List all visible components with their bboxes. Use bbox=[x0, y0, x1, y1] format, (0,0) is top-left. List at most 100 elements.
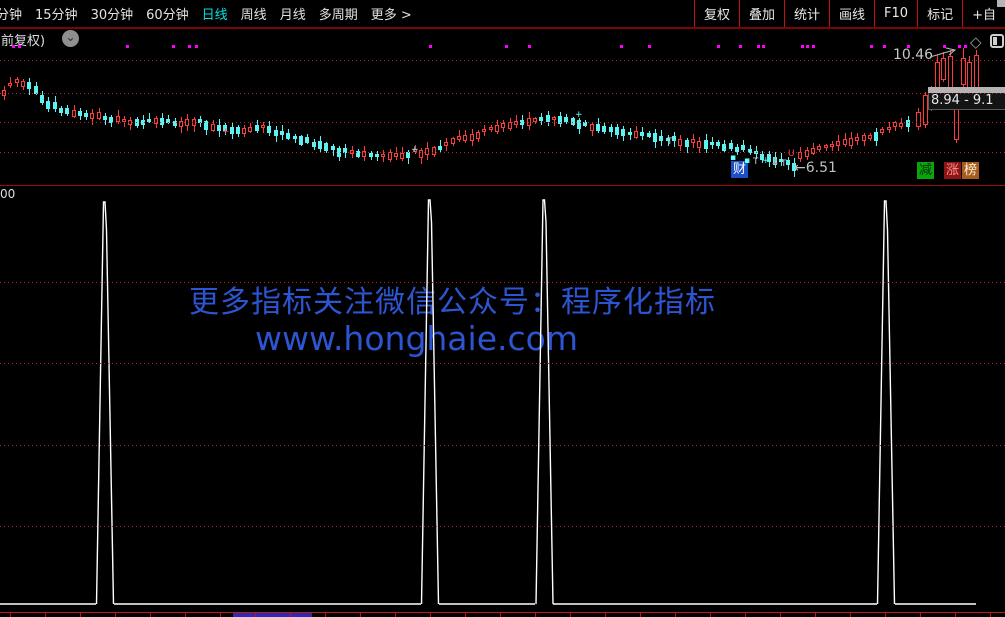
signal-dot bbox=[958, 45, 961, 48]
candle-body bbox=[97, 112, 101, 119]
candle-body bbox=[628, 131, 632, 135]
candle-body bbox=[495, 124, 499, 133]
timeline-tick bbox=[220, 613, 221, 617]
event-marker: T bbox=[667, 137, 673, 147]
candle-body bbox=[286, 133, 290, 139]
candle-body bbox=[923, 95, 928, 125]
candle-body bbox=[457, 135, 461, 140]
period-toolbar: 分钟 15分钟 30分钟 60分钟 日线 周线 月线 多周期 更多 > 复权 叠加 统计 画线 F10 标… bbox=[0, 0, 1005, 29]
tool-button-5[interactable]: 标记 bbox=[917, 0, 962, 27]
tool-button-4[interactable]: F10 bbox=[874, 0, 917, 27]
candle-body bbox=[659, 135, 663, 141]
candle-body bbox=[868, 134, 872, 139]
tool-button-6[interactable]: +自 bbox=[962, 0, 1005, 27]
candle-body bbox=[356, 150, 360, 157]
period-tab-2[interactable]: 30分钟 bbox=[90, 8, 134, 23]
candle-body bbox=[451, 138, 455, 144]
candle-body bbox=[46, 101, 50, 110]
peak-arrow bbox=[929, 47, 957, 58]
signal-dot bbox=[812, 45, 815, 48]
timeline-tick bbox=[990, 613, 991, 617]
candle-body bbox=[413, 148, 417, 153]
candle-body bbox=[299, 136, 303, 145]
event-marker: ▪ bbox=[744, 156, 751, 166]
range-tooltip-text: 8.94 - 9.1 bbox=[928, 93, 1005, 110]
period-tab-0[interactable]: 分钟 bbox=[0, 8, 23, 23]
badge-limitup[interactable]: 涨 bbox=[944, 162, 961, 179]
candle-body bbox=[432, 146, 436, 155]
candle-body bbox=[843, 138, 847, 146]
candle-body bbox=[147, 118, 151, 122]
candle-body bbox=[767, 154, 771, 162]
candle-body bbox=[305, 136, 309, 143]
candle-body bbox=[817, 145, 821, 151]
timeline-tick bbox=[150, 613, 151, 617]
period-tab-7[interactable]: 多周期 bbox=[318, 8, 358, 23]
candle-body bbox=[343, 148, 347, 154]
period-tab-6[interactable]: 月线 bbox=[279, 8, 306, 23]
tool-buttons: 复权 叠加 统计 画线 F10 标记 +自 bbox=[693, 0, 1005, 27]
timeline-tick bbox=[885, 613, 886, 617]
candle-body bbox=[640, 132, 644, 136]
signal-dot bbox=[943, 45, 946, 48]
timeline-tick bbox=[640, 613, 641, 617]
candle-body bbox=[2, 89, 6, 96]
candle-body bbox=[438, 145, 442, 150]
candle-body bbox=[704, 140, 708, 149]
candle-body bbox=[874, 132, 878, 142]
candle-body bbox=[571, 118, 575, 125]
timeline-tick bbox=[920, 613, 921, 617]
scrollbar-sliver[interactable] bbox=[997, 0, 1005, 7]
candle-body bbox=[880, 129, 884, 133]
tool-button-1[interactable]: 叠加 bbox=[739, 0, 784, 27]
panel-toggle-icon[interactable] bbox=[990, 34, 1004, 48]
candle-body bbox=[824, 144, 828, 149]
period-tab-3[interactable]: 60分钟 bbox=[146, 8, 189, 23]
candle-body bbox=[59, 107, 63, 114]
candle-body bbox=[672, 136, 676, 142]
badge-finance[interactable]: 财 bbox=[731, 161, 748, 178]
timeline-tick bbox=[815, 613, 816, 617]
period-tab-5[interactable]: 周线 bbox=[240, 8, 267, 23]
candle-body bbox=[255, 125, 259, 131]
candle-body bbox=[122, 119, 126, 123]
candle-body bbox=[198, 119, 202, 124]
badge-reduce[interactable]: 减 bbox=[917, 162, 934, 179]
tool-button-2[interactable]: 统计 bbox=[784, 0, 829, 27]
event-marker: ▪ bbox=[730, 153, 737, 163]
diamond-icon[interactable]: ◇ bbox=[970, 33, 982, 51]
candle-body bbox=[729, 143, 733, 149]
badge-ranking[interactable]: 榜 bbox=[962, 162, 979, 179]
candle-body bbox=[217, 125, 221, 132]
candle-body bbox=[267, 126, 271, 134]
candle-body bbox=[211, 124, 215, 131]
indicator-gridline-1 bbox=[0, 363, 1005, 364]
signal-dot bbox=[870, 45, 873, 48]
candle-body bbox=[476, 132, 480, 140]
candle-body bbox=[590, 124, 594, 132]
low-price-label: ←6.51 bbox=[794, 160, 837, 176]
candle-body bbox=[293, 135, 297, 139]
period-tab-8[interactable]: 更多 > bbox=[370, 8, 412, 23]
candle-body bbox=[425, 147, 429, 155]
candle-body bbox=[72, 109, 76, 118]
price-chart-pane[interactable] bbox=[0, 28, 1005, 185]
chevron-down-icon[interactable]: ⌄ bbox=[62, 30, 79, 47]
period-tab-1[interactable]: 15分钟 bbox=[35, 8, 78, 23]
candle-body bbox=[558, 116, 562, 125]
signal-dot bbox=[172, 45, 175, 48]
timeline-tick bbox=[780, 613, 781, 617]
candle-body bbox=[261, 124, 265, 128]
event-marker: ⊥ bbox=[771, 157, 779, 167]
tool-button-0[interactable]: 复权 bbox=[693, 0, 739, 27]
tool-button-3[interactable]: 画线 bbox=[829, 0, 874, 27]
candle-body bbox=[546, 115, 550, 123]
indicator-gridline-3 bbox=[0, 526, 1005, 527]
candle-body bbox=[634, 131, 638, 138]
timeline-tick bbox=[80, 613, 81, 617]
timeline-scroll-thumb[interactable] bbox=[233, 613, 312, 617]
candle-body bbox=[710, 141, 714, 145]
timeline-tick bbox=[10, 613, 11, 617]
period-tab-4[interactable]: 日线 bbox=[201, 8, 228, 23]
